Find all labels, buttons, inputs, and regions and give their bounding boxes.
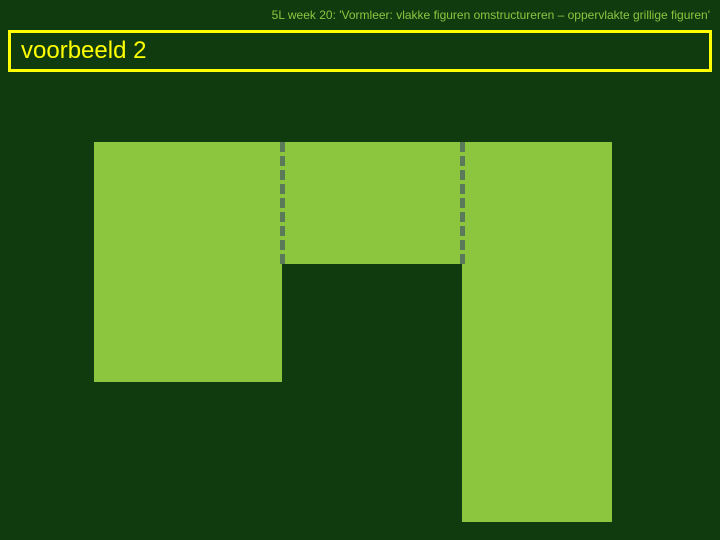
dashed-line-1 bbox=[460, 142, 465, 264]
shape-rect-1 bbox=[282, 142, 462, 264]
slide: 5L week 20: 'Vormleer: vlakke figuren om… bbox=[0, 0, 720, 540]
shape-rect-2 bbox=[462, 142, 612, 522]
dashed-line-0 bbox=[280, 142, 285, 264]
shape-rect-0 bbox=[94, 142, 282, 382]
diagram-canvas bbox=[0, 0, 720, 540]
